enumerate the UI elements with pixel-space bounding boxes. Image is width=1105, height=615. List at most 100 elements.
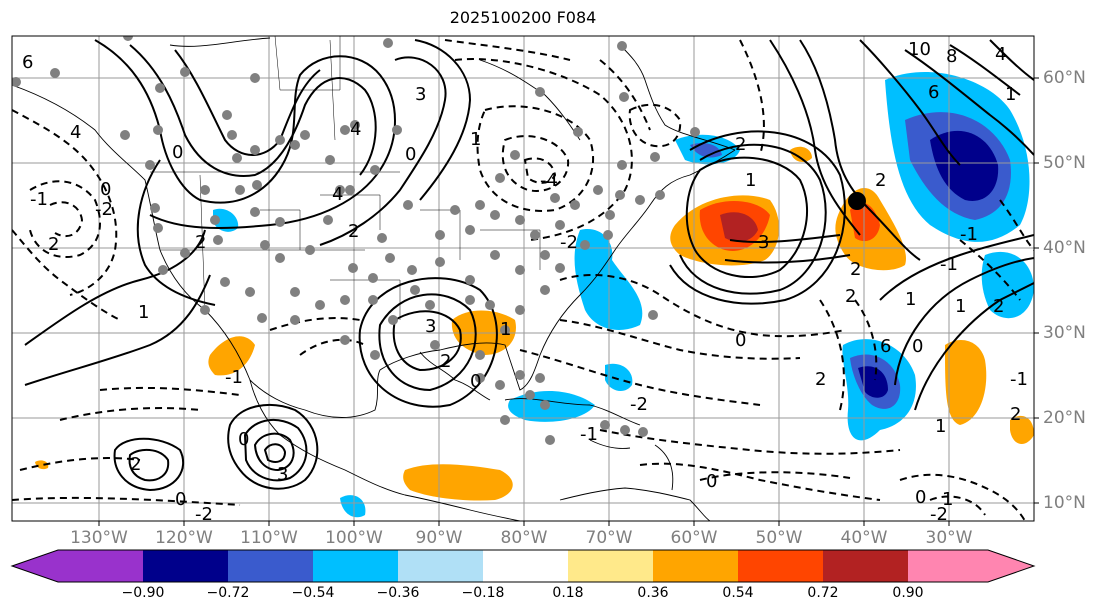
colorbar-outline bbox=[10, 549, 1036, 583]
positive-contours bbox=[24, 39, 1034, 492]
svg-text:-2: -2 bbox=[930, 504, 948, 525]
svg-text:2: 2 bbox=[130, 454, 141, 475]
svg-text:-2: -2 bbox=[560, 232, 578, 253]
svg-text:2: 2 bbox=[845, 286, 856, 307]
svg-text:2: 2 bbox=[195, 232, 206, 253]
lon-label-110w: 110°W bbox=[240, 528, 298, 548]
svg-text:-2: -2 bbox=[195, 504, 213, 525]
colorbar-tick-2: −0.72 bbox=[206, 585, 250, 601]
colorbar-tick-4: −0.36 bbox=[376, 585, 420, 601]
colorbar-tick-5: −0.18 bbox=[461, 585, 505, 601]
svg-text:0: 0 bbox=[735, 330, 746, 351]
svg-text:1: 1 bbox=[470, 129, 481, 150]
colorbar-tick-8: 0.54 bbox=[722, 585, 754, 601]
highlight-point-marker bbox=[848, 192, 866, 210]
colorbar-segment bbox=[653, 550, 738, 582]
colorbar-segment bbox=[908, 550, 1034, 582]
graticule bbox=[12, 36, 1034, 521]
colorbar-tick-9: 0.72 bbox=[807, 585, 839, 601]
colorbar-segment bbox=[568, 550, 653, 582]
svg-text:-2: -2 bbox=[95, 199, 113, 220]
svg-text:-2: -2 bbox=[630, 394, 648, 415]
colorbar-segment bbox=[12, 550, 143, 582]
svg-text:3: 3 bbox=[425, 316, 436, 337]
lat-label-60n: 60°N bbox=[1043, 68, 1086, 88]
svg-text:0: 0 bbox=[238, 429, 249, 450]
svg-text:-1: -1 bbox=[940, 254, 958, 275]
lon-label-40w: 40°W bbox=[840, 528, 888, 548]
svg-text:2: 2 bbox=[735, 134, 746, 155]
svg-text:6: 6 bbox=[880, 336, 891, 357]
svg-text:-1: -1 bbox=[960, 224, 978, 245]
svg-text:3: 3 bbox=[758, 232, 769, 253]
colorbar-segment bbox=[823, 550, 908, 582]
svg-text:6: 6 bbox=[928, 82, 939, 103]
svg-text:1: 1 bbox=[745, 170, 756, 191]
svg-text:1: 1 bbox=[955, 296, 966, 317]
svg-text:1: 1 bbox=[905, 289, 916, 310]
lon-label-60w: 60°W bbox=[670, 528, 718, 548]
svg-text:4: 4 bbox=[350, 119, 361, 140]
lat-label-20n: 20°N bbox=[1043, 408, 1086, 428]
station-markers bbox=[12, 36, 700, 445]
svg-text:0: 0 bbox=[706, 471, 717, 492]
colorbar-segment bbox=[738, 550, 823, 582]
svg-text:2: 2 bbox=[48, 234, 59, 255]
svg-text:0: 0 bbox=[405, 144, 416, 165]
svg-text:2: 2 bbox=[993, 296, 1004, 317]
svg-text:0: 0 bbox=[470, 371, 481, 392]
colorbar-tick-1: −0.90 bbox=[121, 585, 165, 601]
svg-text:4: 4 bbox=[332, 184, 343, 205]
svg-text:-1: -1 bbox=[1010, 369, 1028, 390]
map-frame bbox=[11, 35, 1035, 522]
svg-text:0: 0 bbox=[175, 489, 186, 510]
svg-text:4: 4 bbox=[70, 122, 81, 143]
lon-label-120w: 120°W bbox=[155, 528, 213, 548]
svg-text:1: 1 bbox=[942, 489, 953, 510]
svg-text:-4: -4 bbox=[540, 170, 558, 191]
svg-text:0: 0 bbox=[100, 179, 111, 200]
svg-text:3: 3 bbox=[277, 464, 288, 485]
negative-contours bbox=[12, 39, 1034, 521]
coastlines bbox=[12, 37, 736, 521]
svg-text:10: 10 bbox=[908, 39, 931, 60]
colorbar-segment bbox=[313, 550, 398, 582]
svg-text:1: 1 bbox=[500, 319, 511, 340]
svg-text:1: 1 bbox=[935, 416, 946, 437]
svg-text:2: 2 bbox=[348, 221, 359, 242]
svg-text:0: 0 bbox=[912, 336, 923, 357]
svg-text:1: 1 bbox=[138, 302, 149, 323]
map-title: 2025100200 F084 bbox=[449, 8, 597, 27]
colorbar-tick-7: 0.36 bbox=[637, 585, 669, 601]
colorbar-segment bbox=[483, 550, 568, 582]
svg-text:-1: -1 bbox=[225, 367, 243, 388]
lon-label-100w: 100°W bbox=[325, 528, 383, 548]
svg-text:2: 2 bbox=[1010, 404, 1021, 425]
svg-text:2: 2 bbox=[875, 170, 886, 191]
svg-text:4: 4 bbox=[995, 44, 1006, 65]
svg-text:-1: -1 bbox=[30, 189, 48, 210]
colorbar-tick-6: 0.18 bbox=[552, 585, 584, 601]
lat-label-40n: 40°N bbox=[1043, 238, 1086, 258]
svg-text:-1: -1 bbox=[580, 424, 598, 445]
colorbar-segments bbox=[12, 550, 1034, 582]
colorbar bbox=[10, 549, 1036, 583]
lon-label-90w: 90°W bbox=[415, 528, 463, 548]
lat-label-30n: 30°N bbox=[1043, 323, 1086, 343]
axis-ticks bbox=[98, 77, 1039, 526]
svg-text:6: 6 bbox=[22, 52, 33, 73]
lon-label-50w: 50°W bbox=[755, 528, 803, 548]
svg-text:3: 3 bbox=[415, 84, 426, 105]
colorbar-segment bbox=[228, 550, 313, 582]
svg-text:0: 0 bbox=[172, 142, 183, 163]
contour-labels: 6 4 0 2 1 2 -1 -2 0 2 4 3 0 -4 1 4 -2 3 … bbox=[22, 39, 1028, 525]
colorbar-segment bbox=[143, 550, 228, 582]
lon-label-30w: 30°W bbox=[925, 528, 973, 548]
lat-label-10n: 10°N bbox=[1043, 493, 1086, 513]
svg-text:1: 1 bbox=[1005, 84, 1016, 105]
shading-layer bbox=[35, 71, 1034, 518]
colorbar-tick-10: 0.90 bbox=[892, 585, 924, 601]
svg-text:8: 8 bbox=[946, 46, 957, 67]
lon-label-80w: 80°W bbox=[500, 528, 548, 548]
